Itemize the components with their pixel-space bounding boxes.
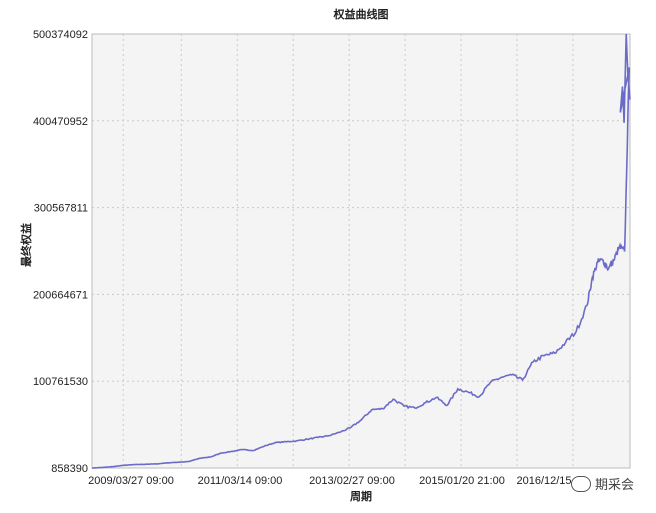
y-axis-label: 最终权益 <box>19 223 33 267</box>
x-tick-label: 2011/03/14 09:00 <box>198 475 283 487</box>
y-tick-label: 200664671 <box>33 289 88 301</box>
chat-bubble-icon <box>570 475 591 492</box>
y-tick-label: 300567811 <box>34 203 88 215</box>
x-tick-labels: 2009/03/27 09:00 2011/03/14 09:00 2013/02/… <box>88 475 571 487</box>
watermark-text: 期采会 <box>594 477 634 492</box>
x-tick-label: 2009/03/27 09:00 <box>88 475 174 487</box>
chart-title: 权益曲线图 <box>333 7 389 21</box>
y-tick-label: 858390 <box>51 463 88 475</box>
y-tick-label: 400470952 <box>33 116 88 128</box>
watermark: 期采会 <box>570 474 634 493</box>
x-tick-label: 2016/12/15 <box>516 475 571 487</box>
series-line <box>91 33 631 469</box>
x-axis-label: 周期 <box>350 489 372 503</box>
y-tick-label: 500374092 <box>33 29 88 41</box>
plot-frame <box>91 33 631 469</box>
y-tick-label: 100761530 <box>33 376 88 388</box>
grid-lines <box>92 34 630 468</box>
x-tick-label: 2013/02/27 09:00 <box>309 475 395 487</box>
plot-area <box>92 34 630 468</box>
y-tick-labels: 858390 100761530 200664671 300567811 4004709… <box>33 29 88 475</box>
x-tick-label: 2015/01/20 21:00 <box>419 475 505 487</box>
